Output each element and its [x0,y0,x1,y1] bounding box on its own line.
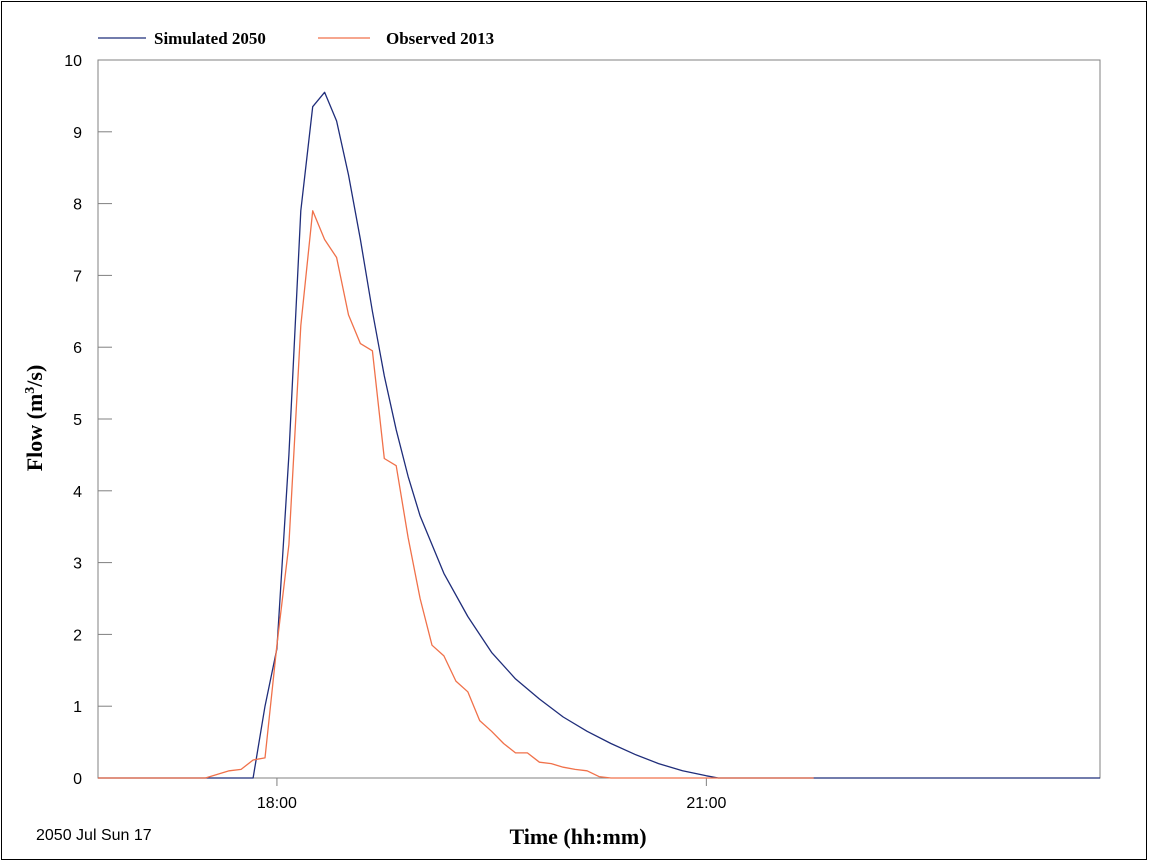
y-tick-label: 0 [73,771,82,788]
x-tick-label: 21:00 [686,795,726,812]
y-tick-label: 2 [73,627,82,644]
y-axis-title: Flow (m3/s) [22,365,47,472]
x-axis-title: Time (hh:mm) [509,824,646,849]
y-tick-label: 10 [64,53,82,70]
plot-area [97,59,1101,779]
legend: Simulated 2050 Observed 2013 [98,29,494,48]
y-tick-label: 9 [73,125,82,142]
y-tick-label: 8 [73,197,82,214]
y-tick-label: 3 [73,556,82,573]
y-tick-label: 7 [73,268,82,285]
date-label: 2050 Jul Sun 17 [36,827,152,844]
x-axis: 18:00 21:00 [257,778,726,812]
legend-label-simulated: Simulated 2050 [154,29,266,48]
y-axis: 0 1 2 3 4 5 6 7 8 9 10 [64,53,112,788]
series-line-observed-2013 [98,210,814,779]
y-tick-label: 4 [73,484,82,501]
x-tick-label: 18:00 [257,795,297,812]
series-layer [98,91,1100,779]
y-tick-label: 5 [73,412,82,429]
series-line-simulated-2050 [98,91,1100,779]
y-tick-label: 1 [73,699,82,716]
y-tick-label: 6 [73,340,82,357]
legend-label-observed: Observed 2013 [386,29,494,48]
